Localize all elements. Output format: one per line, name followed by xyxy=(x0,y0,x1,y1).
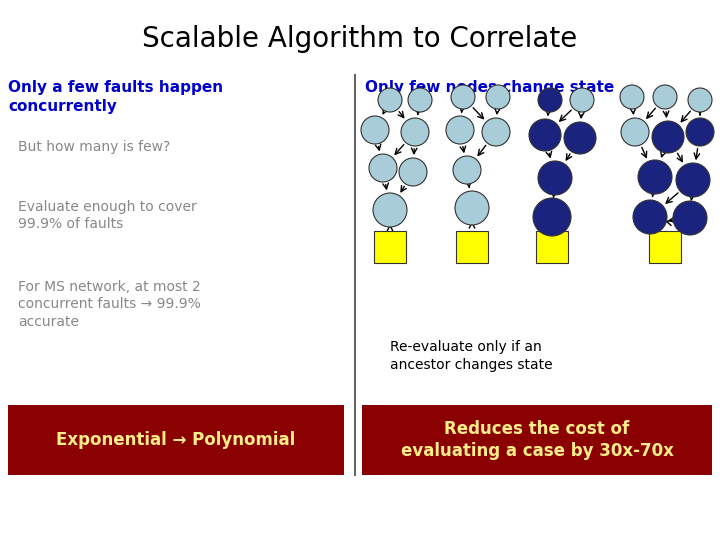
Circle shape xyxy=(633,200,667,234)
Circle shape xyxy=(538,88,562,112)
Text: Only few nodes change state: Only few nodes change state xyxy=(365,80,614,95)
Circle shape xyxy=(673,201,707,235)
Circle shape xyxy=(686,118,714,146)
Circle shape xyxy=(564,122,596,154)
Circle shape xyxy=(638,160,672,194)
Text: Only a few faults happen
concurrently: Only a few faults happen concurrently xyxy=(8,80,223,113)
Text: For MS network, at most 2
concurrent faults → 99.9%
accurate: For MS network, at most 2 concurrent fau… xyxy=(18,280,201,329)
Text: Reduces the cost of
evaluating a case by 30x-70x: Reduces the cost of evaluating a case by… xyxy=(400,420,673,460)
Circle shape xyxy=(533,198,571,236)
Circle shape xyxy=(455,191,489,225)
Circle shape xyxy=(369,154,397,182)
Circle shape xyxy=(373,193,407,227)
Circle shape xyxy=(529,119,561,151)
Bar xyxy=(374,231,406,263)
Circle shape xyxy=(653,85,677,109)
Text: Re-evaluate only if an
ancestor changes state: Re-evaluate only if an ancestor changes … xyxy=(390,340,553,373)
Circle shape xyxy=(446,116,474,144)
Text: Exponential → Polynomial: Exponential → Polynomial xyxy=(56,431,296,449)
Circle shape xyxy=(378,88,402,112)
Circle shape xyxy=(538,161,572,195)
Circle shape xyxy=(453,156,481,184)
Circle shape xyxy=(621,118,649,146)
Circle shape xyxy=(482,118,510,146)
Circle shape xyxy=(361,116,389,144)
Circle shape xyxy=(401,118,429,146)
Circle shape xyxy=(408,88,432,112)
Text: Scalable Algorithm to Correlate: Scalable Algorithm to Correlate xyxy=(143,25,577,53)
Circle shape xyxy=(399,158,427,186)
Circle shape xyxy=(451,85,475,109)
Circle shape xyxy=(620,85,644,109)
Text: Evaluate enough to cover
99.9% of faults: Evaluate enough to cover 99.9% of faults xyxy=(18,200,197,231)
Bar xyxy=(456,231,488,263)
Bar xyxy=(8,405,344,475)
Text: But how many is few?: But how many is few? xyxy=(18,140,170,154)
Bar xyxy=(536,231,568,263)
Bar xyxy=(362,405,712,475)
Circle shape xyxy=(688,88,712,112)
Circle shape xyxy=(652,121,684,153)
Bar xyxy=(649,231,681,263)
Circle shape xyxy=(570,88,594,112)
Circle shape xyxy=(486,85,510,109)
Circle shape xyxy=(676,163,710,197)
